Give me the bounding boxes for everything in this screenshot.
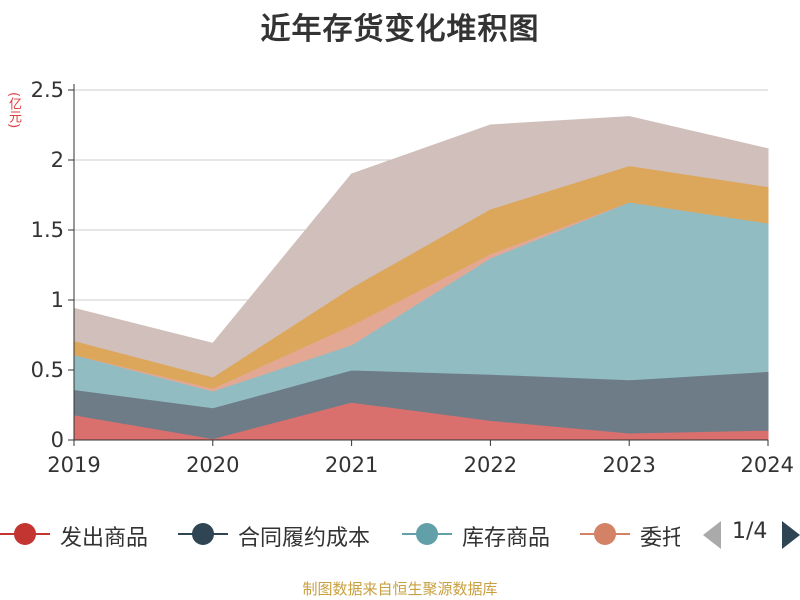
y-tick-label: 2 [51, 148, 64, 172]
x-tick-labels: 2019 2020 2021 2022 2023 2024 [47, 453, 794, 477]
y-tick-label: 1.5 [31, 218, 64, 242]
x-tick-label: 2020 [186, 453, 239, 477]
chart-title: 近年存货变化堆积图 [260, 12, 540, 47]
x-tick-label: 2021 [325, 453, 378, 477]
legend-dot-icon [416, 523, 438, 545]
legend-dot-icon [594, 523, 616, 545]
legend-dot-icon [14, 523, 36, 545]
y-tick-label: 0 [51, 428, 64, 452]
x-tick-label: 2023 [602, 453, 655, 477]
y-tick-label: 0.5 [31, 358, 64, 382]
legend-page-indicator: 1/4 [732, 519, 768, 544]
legend-label: 委托 [640, 526, 680, 551]
legend-label: 合同履约成本 [238, 526, 371, 551]
y-tick-label: 2.5 [31, 78, 64, 102]
legend-prev-icon[interactable] [703, 521, 721, 549]
y-tick-labels: 0 0.5 1 1.5 2 2.5 [31, 78, 64, 452]
legend-next-icon[interactable] [782, 521, 800, 549]
y-axis-unit: (亿元) [6, 92, 21, 129]
x-tick-label: 2019 [47, 453, 100, 477]
axes [68, 84, 769, 446]
data-source-note: 制图数据来自恒生聚源数据库 [302, 580, 498, 598]
y-tick-label: 1 [51, 288, 64, 312]
legend-label: 库存商品 [462, 526, 551, 551]
legend-item[interactable]: 委托 [580, 512, 680, 556]
legend-dot-icon [192, 523, 214, 545]
legend-label: 发出商品 [60, 526, 149, 551]
x-tick-label: 2024 [741, 453, 794, 477]
area-series-6 [73, 116, 769, 378]
x-tick-label: 2022 [464, 453, 517, 477]
area-series [73, 116, 769, 441]
legend: 发出商品 合同履约成本 库存商品 委托 [0, 512, 800, 556]
